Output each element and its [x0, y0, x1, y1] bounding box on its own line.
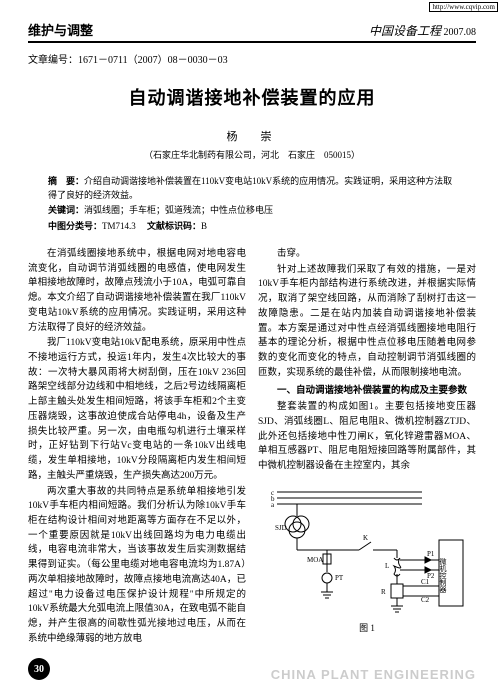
journal-block: 中国设备工程 2007.08 [369, 22, 476, 39]
affiliation: （石家庄华北制药有限公司，河北 石家庄 050015） [28, 148, 476, 161]
clc-row: 中图分类号：TM714.3 文献标识码：B [48, 220, 456, 234]
fig-label: K [363, 534, 368, 542]
journal-year: 2007 [444, 27, 464, 38]
fig-label: SJD [275, 524, 287, 532]
fig-label: P1 [427, 550, 435, 558]
page-number: 30 [28, 658, 50, 680]
right-column: 击穿。 针对上述故障我们采取了有效的措施，一是对10kV手车柜内部结构进行系统改… [258, 247, 476, 647]
body-columns: 在消弧线圈接地系统中，根据电网对地电容电流变化，自动调节消弧线圈的电感值，使电网… [28, 247, 476, 647]
doc-code-text: B [201, 221, 207, 231]
journal-issue: 08 [466, 27, 476, 38]
doc-code-label: 文献标识码： [147, 221, 201, 231]
abstract-block: 摘 要：介绍自动调谐接地补偿装置在110kV变电站10kV系统的应用情况。实践证… [48, 175, 456, 233]
page-content: 维护与调整 中国设备工程 2007.08 文章编号：1671－0711（2007… [0, 0, 504, 647]
body-para: 整套装置的构成如图1。主要包括接地变压器SJD、消弧线圈L、阻尼电阻R、微机控制… [258, 400, 476, 474]
article-id: 文章编号：1671－0711（2007）08－0030－03 [28, 51, 476, 66]
keywords-row: 关键词：消弧线圈；手车柜；弧道残流；中性点位移电压 [48, 204, 456, 218]
url-watermark: http://www.cqvip.com [429, 2, 498, 12]
article-title: 自动调谐接地补偿装置的应用 [28, 84, 476, 110]
figure-1: c b a SJD MOA PT K L R P1 P2 C1 C2 微机控制器 [258, 480, 476, 636]
author: 杨 崇 [28, 128, 476, 144]
section-heading: 一、自动调谐接地补偿装置的构成及主要参数 [258, 384, 476, 399]
fig-label: L [385, 562, 389, 570]
keywords-label: 关键词： [48, 205, 84, 215]
left-column: 在消弧线圈接地系统中，根据电网对地电容电流变化，自动调节消弧线圈的电感值，使电网… [28, 247, 246, 647]
body-para: 针对上述故障我们采取了有效的措施，一是对10kV手车柜内部结构进行系统改进，并根… [258, 263, 476, 381]
fig-label: R [381, 588, 386, 596]
body-para: 击穿。 [258, 247, 476, 262]
abstract-text: 介绍自动调谐接地补偿装置在110kV变电站10kV系统的应用情况。实践证明，采用… [48, 176, 452, 200]
fig-label: C2 [421, 596, 430, 604]
keywords-text: 消弧线圈；手车柜；弧道残流；中性点位移电压 [84, 205, 273, 215]
fig-label: PT [335, 574, 344, 582]
clc-label: 中图分类号： [48, 221, 102, 231]
body-para: 两次重大事故的共同特点是系统单相接地引发10kV手车柜内相间短路。我们分析认为除… [28, 485, 246, 647]
body-para: 在消弧线圈接地系统中，根据电网对地电容电流变化，自动调节消弧线圈的电感值，使电网… [28, 247, 246, 335]
body-para: 我厂110kV变电站10kV配电系统，原采用中性点不接地运行方式，投运1年内，发… [28, 336, 246, 483]
footer-journal: CHINA PLANT ENGINEERING [271, 667, 476, 682]
abstract-row: 摘 要：介绍自动调谐接地补偿装置在110kV变电站10kV系统的应用情况。实践证… [48, 175, 456, 202]
fig-label: 微机控制器 [439, 557, 447, 594]
journal-name: 中国设备工程 [369, 24, 441, 38]
clc-text: TM714.3 [102, 221, 136, 231]
figure-caption: 图 1 [258, 622, 476, 636]
section-name: 维护与调整 [28, 20, 93, 39]
fig-label: C1 [421, 578, 430, 586]
circuit-diagram: c b a SJD MOA PT K L R P1 P2 C1 C2 微机控制器 [267, 480, 467, 620]
header-bar: 维护与调整 中国设备工程 2007.08 [28, 20, 476, 43]
abstract-label: 摘 要： [48, 176, 84, 186]
fig-label: MOA [307, 556, 323, 564]
